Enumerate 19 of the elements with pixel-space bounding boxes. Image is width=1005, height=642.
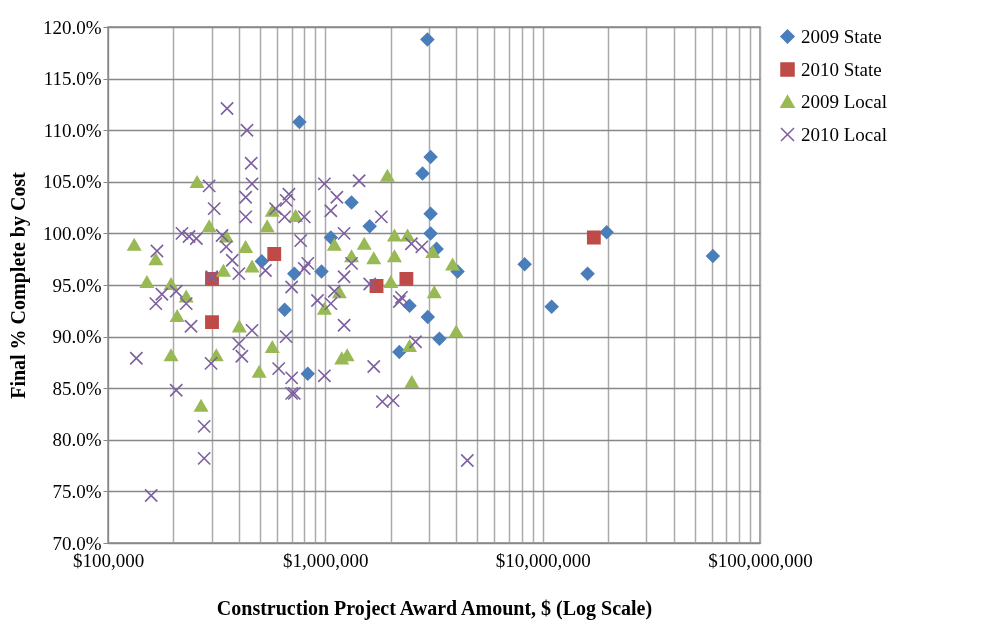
y-tick-label: 85.0% <box>52 377 102 399</box>
legend-label: 2009 Local <box>801 90 888 112</box>
legend-label: 2010 Local <box>801 123 888 145</box>
y-tick-label: 80.0% <box>52 429 102 451</box>
x-axis-title: Construction Project Award Amount, $ (Log Scale) <box>216 596 653 620</box>
y-tick-label: 115.0% <box>43 68 102 90</box>
y-tick-label: 120.0% <box>42 16 102 38</box>
y-tick-label: 95.0% <box>52 274 102 296</box>
y-tick-label: 100.0% <box>42 222 102 244</box>
y-tick-label: 90.0% <box>52 326 102 348</box>
y-axis-title: Final % Complete by Cost <box>6 171 30 399</box>
y-tick-label: 105.0% <box>42 171 102 193</box>
x-tick-label: $1,000,000 <box>283 549 369 571</box>
legend-label: 2010 State <box>801 58 882 80</box>
y-tick-label: 75.0% <box>52 480 102 502</box>
y-tick-label: 110.0% <box>43 119 102 141</box>
x-tick-label: $100,000,000 <box>708 549 813 571</box>
x-tick-label: $10,000,000 <box>495 549 591 571</box>
legend-label: 2009 State <box>801 25 882 47</box>
